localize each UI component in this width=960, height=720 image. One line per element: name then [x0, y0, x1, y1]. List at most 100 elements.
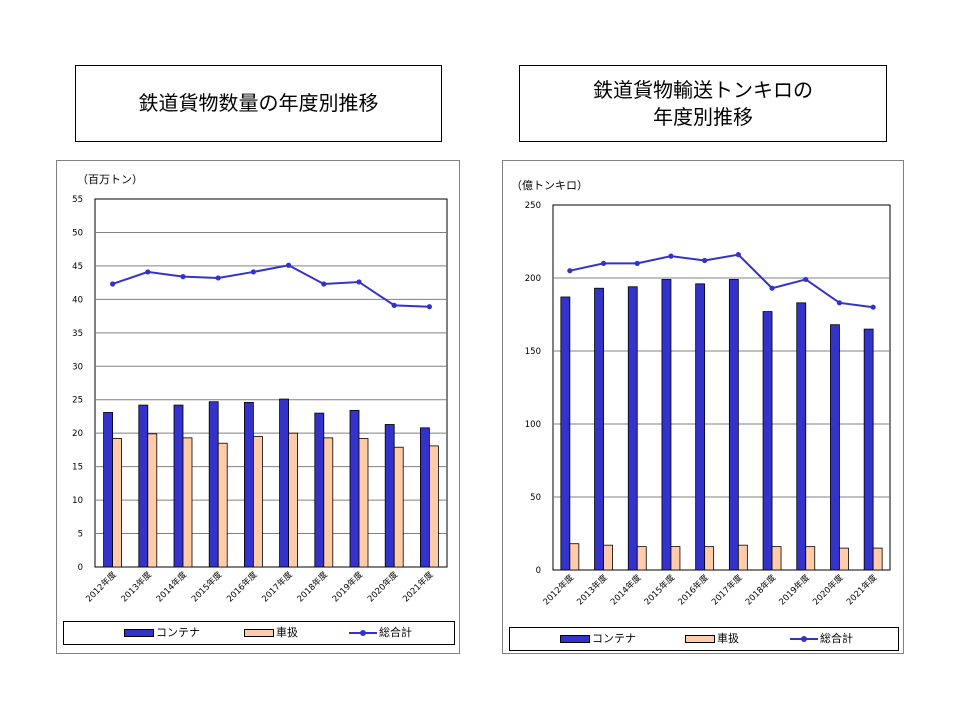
y-tick-label: 30 [72, 362, 83, 372]
tonkilo-chart-svg: （億トンキロ） 0 50 100 150 200 250 2012年度 2013年度 2014年度… [511, 179, 891, 607]
x-tick-label: 2019年度 [777, 572, 812, 607]
y-tick-label: 45 [72, 262, 83, 272]
total-point [145, 269, 151, 275]
legend-label-car: 車扱 [276, 626, 298, 639]
unit-label: （百万トン） [77, 173, 143, 186]
chart-panel-tonkilo: （億トンキロ） 0 50 100 150 200 250 2012年度 2013年度 2014年度… [502, 160, 904, 654]
x-tick-label: 2019年度 [330, 569, 365, 604]
total-point [803, 276, 809, 283]
y-tick-label: 40 [72, 295, 83, 305]
car-bar [393, 446, 404, 568]
x-tick-label: 2013年度 [575, 572, 610, 607]
container-bar [208, 401, 219, 568]
x-tick-label: 2015年度 [642, 572, 677, 607]
car-bar [252, 436, 263, 568]
legend-swatch-car [685, 635, 715, 643]
total-point [735, 252, 741, 258]
legend-label-total: 総合計 [379, 626, 412, 639]
container-bar [796, 302, 807, 571]
total-point [426, 304, 432, 310]
y-tick-label: 250 [525, 201, 541, 211]
container-bar [349, 410, 360, 568]
total-point [567, 268, 573, 274]
container-bar [830, 324, 840, 571]
car-bar [112, 438, 122, 568]
unit-label: （億トンキロ） [511, 179, 588, 192]
car-bar [428, 445, 439, 568]
total-point [286, 262, 292, 268]
plot-area [552, 204, 891, 571]
quantity-chart-svg: （百万トン） 0 5 10 15 20 25 30 35 40 45 50 55 2012年度 2013年度… [72, 173, 448, 604]
total-point [356, 279, 362, 285]
container-bar [419, 427, 430, 568]
container-bar [173, 404, 184, 568]
y-tick-label: 10 [72, 496, 83, 506]
container-bar [728, 279, 739, 571]
car-bar [839, 547, 849, 571]
legend-swatch-total [790, 635, 818, 643]
car-bar [636, 546, 647, 571]
legend-tonkilo: コンテナ 車扱 総合計 [509, 627, 899, 651]
x-tick-label: 2018年度 [743, 572, 778, 607]
car-bar [603, 544, 613, 571]
x-tick-label: 2014年度 [154, 569, 189, 604]
y-tick-label: 0 [78, 563, 83, 573]
container-bar [762, 311, 773, 571]
x-tick-label: 2017年度 [260, 569, 295, 604]
y-tick-label: 20 [72, 429, 83, 439]
total-point [600, 260, 607, 266]
container-bar [243, 402, 254, 568]
legend-swatch-container [560, 635, 590, 643]
container-bar [314, 412, 325, 568]
total-point [668, 253, 674, 259]
x-tick-label: 2015年度 [189, 569, 224, 604]
car-bar [670, 546, 681, 571]
x-tick-label: 2014年度 [608, 572, 643, 607]
legend-item-car: 車扱 [685, 632, 739, 646]
container-bar [627, 286, 638, 571]
legend-item-car: 車扱 [244, 626, 298, 640]
plot-area [94, 198, 448, 568]
total-line [569, 253, 874, 309]
y-tick-label: 0 [536, 566, 541, 576]
total-point [391, 302, 397, 308]
x-tick-label: 2020年度 [365, 569, 400, 604]
x-tick-label: 2016年度 [224, 569, 259, 604]
legend-label-container: コンテナ [592, 632, 636, 645]
x-tick-label: 2020年度 [810, 572, 845, 607]
legend-swatch-total [349, 629, 377, 637]
total-point [836, 300, 843, 306]
total-point [250, 269, 256, 275]
x-tick-label: 2021年度 [844, 572, 879, 607]
legend-label-container: コンテナ [156, 626, 200, 639]
car-bar [217, 442, 228, 568]
legend-item-total: 総合計 [349, 626, 412, 640]
car-bar [358, 438, 369, 568]
y-tick-label: 50 [530, 493, 541, 503]
total-point [702, 257, 708, 264]
car-bar [805, 546, 816, 571]
total-point [634, 260, 640, 266]
y-tick-label: 15 [72, 463, 83, 473]
x-tick-label: 2016年度 [676, 572, 711, 607]
total-line [112, 264, 430, 308]
container-bar [384, 424, 395, 568]
legend-item-container: コンテナ [124, 626, 200, 640]
legend-item-total: 総合計 [790, 632, 853, 646]
car-bar [288, 432, 299, 568]
total-point [321, 281, 327, 287]
car-bar [147, 433, 158, 568]
x-tick-label: 2021年度 [400, 569, 435, 604]
y-tick-label: 25 [72, 396, 83, 406]
legend-item-container: コンテナ [560, 632, 636, 646]
total-point [215, 275, 221, 281]
car-bar [569, 543, 580, 571]
container-bar [138, 404, 149, 568]
car-bar [323, 437, 334, 568]
y-tick-label: 50 [72, 228, 83, 238]
x-tick-label: 2013年度 [119, 569, 154, 604]
container-bar [560, 296, 571, 571]
y-tick-label: 100 [525, 420, 541, 430]
container-bar [279, 398, 290, 568]
x-tick-label: 2018年度 [295, 569, 330, 604]
